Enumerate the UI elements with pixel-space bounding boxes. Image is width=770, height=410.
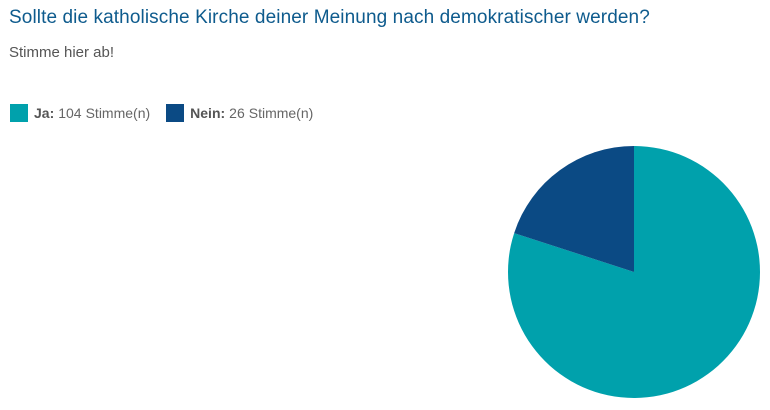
legend-unit-ja: Stimme(n) [85,105,151,121]
legend-swatch-ja [10,104,28,122]
chart-legend: Ja: 104 Stimme(n) Nein: 26 Stimme(n) [10,104,329,122]
legend-item-ja[interactable]: Ja: 104 Stimme(n) [10,104,150,122]
legend-value-nein: 26 [229,105,245,121]
legend-item-nein[interactable]: Nein: 26 Stimme(n) [166,104,313,122]
pie-slice-ja[interactable] [507,146,760,399]
poll-prompt: Stimme hier ab! [9,44,115,61]
legend-value-ja: 104 [58,105,82,121]
pie-slice-nein[interactable] [514,146,634,272]
legend-label-ja: Ja: [34,105,55,121]
pie-chart [507,146,760,399]
legend-label-nein: Nein: [190,105,226,121]
poll-question: Sollte die katholische Kirche deiner Mei… [9,7,650,28]
legend-unit-nein: Stimme(n) [248,105,314,121]
legend-swatch-nein [166,104,185,122]
